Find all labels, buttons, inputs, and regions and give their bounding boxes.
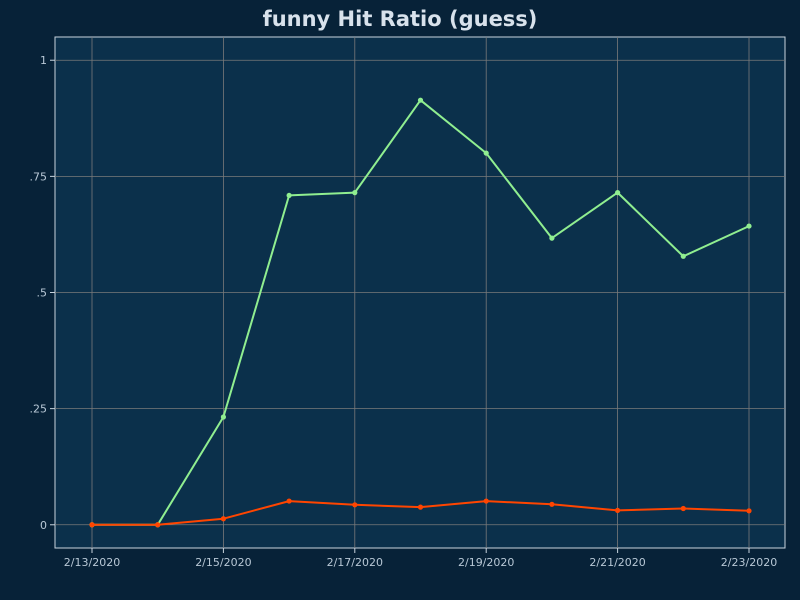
data-point	[417, 97, 424, 103]
x-tick-label: 2/21/2020	[589, 556, 645, 569]
data-point	[680, 505, 686, 512]
x-tick-label: 2/23/2020	[721, 556, 777, 569]
y-tick-label: 1	[40, 54, 47, 67]
x-tick-label: 2/13/2020	[64, 556, 120, 569]
y-tick-label: .5	[37, 287, 48, 300]
data-point	[483, 498, 489, 504]
data-point	[155, 522, 161, 528]
grid-lines	[55, 37, 785, 548]
y-tick-label: 0	[40, 519, 47, 532]
data-point	[286, 192, 292, 199]
data-point	[746, 223, 752, 229]
data-point	[680, 253, 686, 259]
data-point	[417, 504, 424, 510]
data-point	[615, 190, 621, 196]
data-point	[549, 235, 555, 241]
data-point	[89, 522, 95, 528]
x-tick-label: 2/15/2020	[195, 556, 251, 569]
data-point	[746, 508, 752, 514]
x-tick-label: 2/19/2020	[458, 556, 514, 569]
data-point	[220, 516, 226, 522]
data-point	[483, 150, 489, 156]
y-tick-label: .25	[30, 403, 48, 416]
y-tick-label: .75	[30, 170, 48, 183]
data-point	[286, 498, 292, 504]
data-point	[352, 190, 358, 196]
data-point	[352, 502, 358, 508]
x-tick-label: 2/17/2020	[327, 556, 383, 569]
chart-title: funny Hit Ratio (guess)	[262, 7, 538, 31]
axis-labels: 0 .25 .5 .75 1 2/13/2020 2/15/2020 2/17/2020 2/1…	[30, 54, 778, 569]
data-point	[549, 501, 555, 507]
series-layer	[89, 97, 752, 528]
data-point	[220, 414, 226, 420]
data-point	[615, 507, 621, 513]
